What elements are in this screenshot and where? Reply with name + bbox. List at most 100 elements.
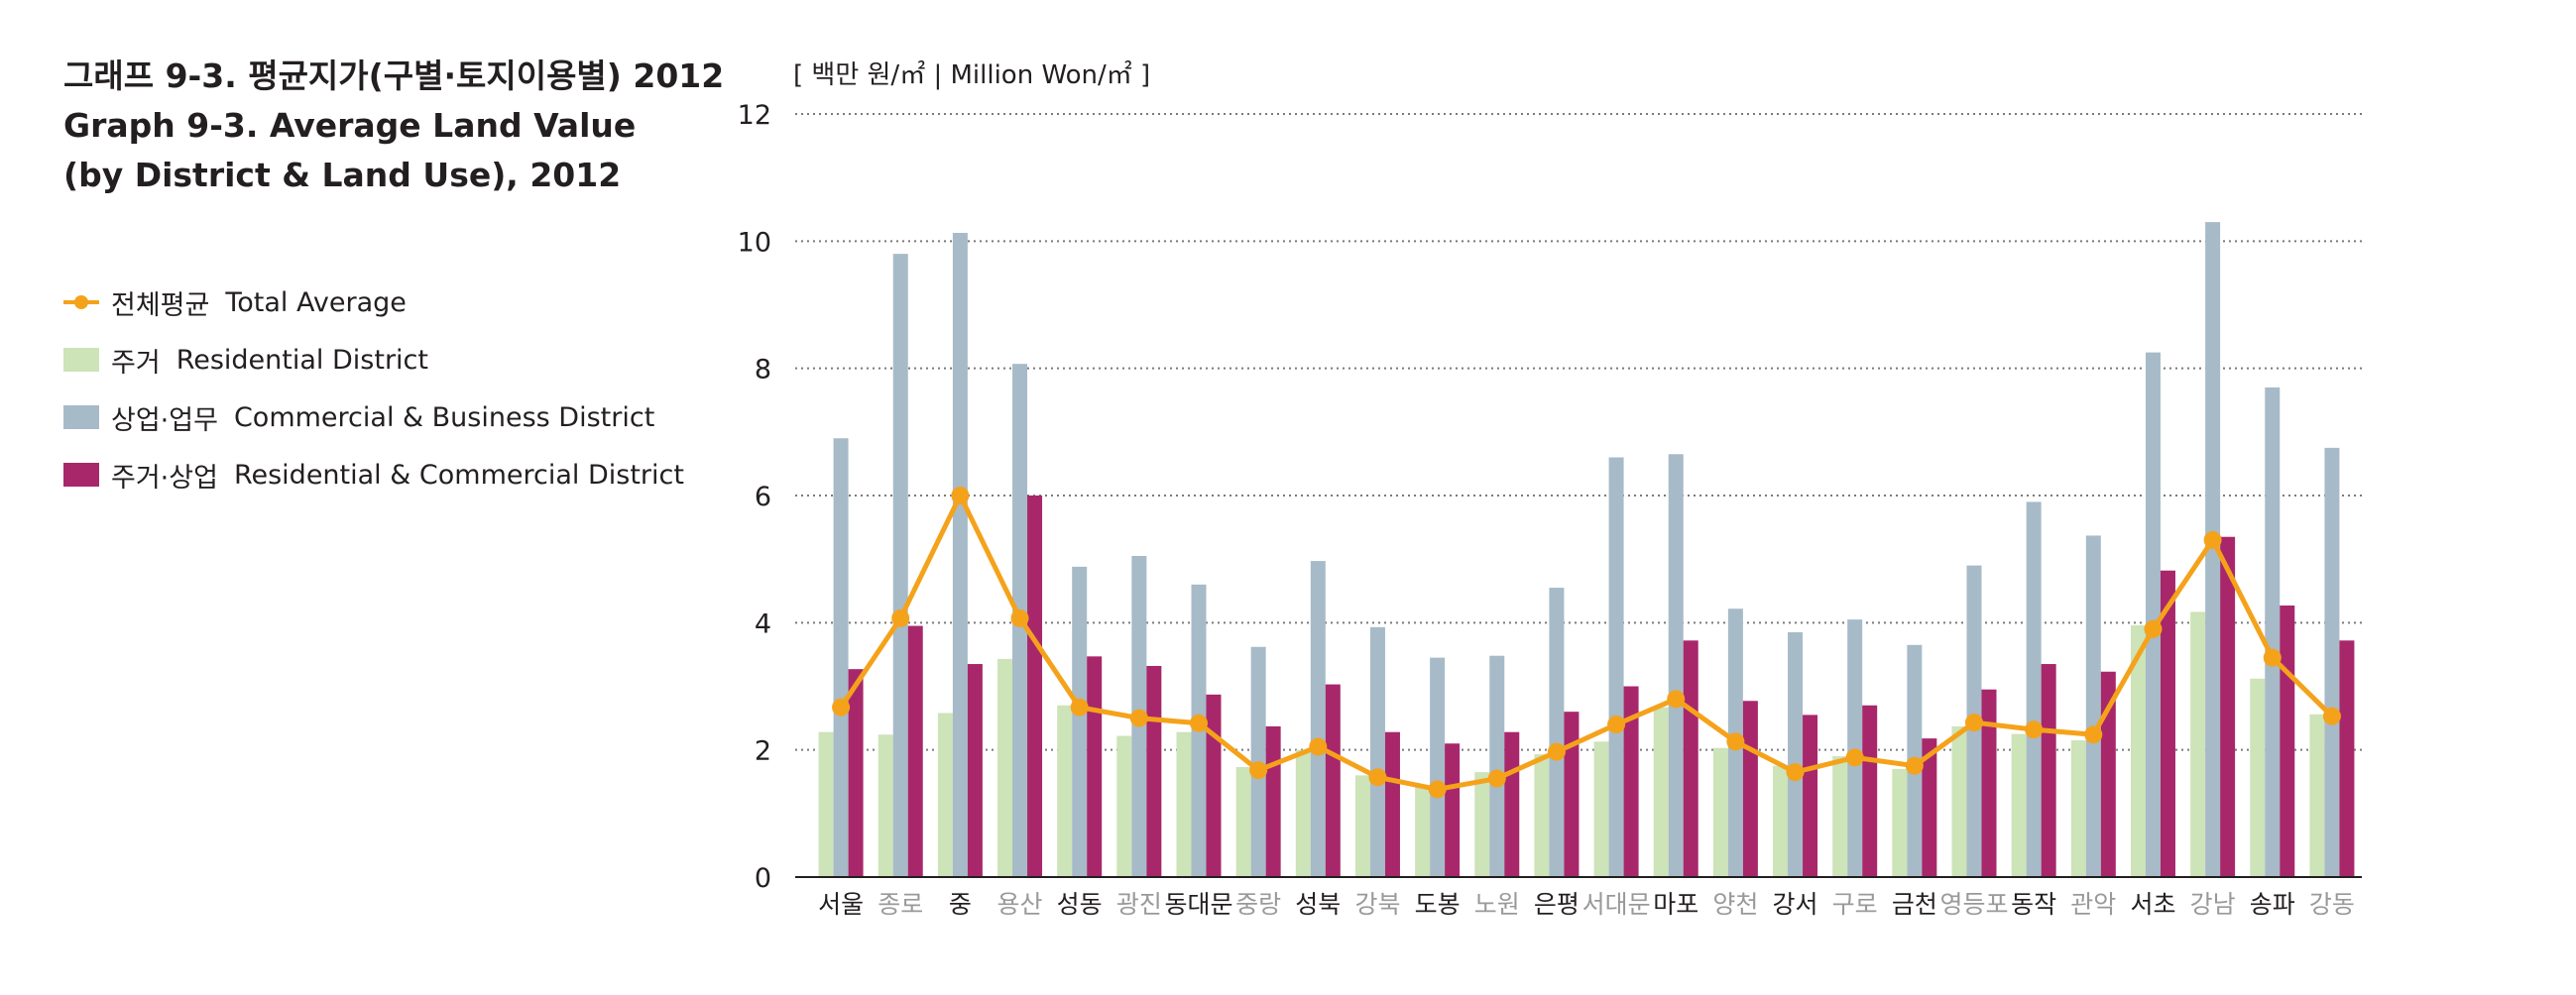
- bar-mixed: [1623, 686, 1639, 877]
- bar-residential: [1415, 784, 1431, 877]
- bar-commercial: [952, 232, 968, 877]
- bar-commercial: [1489, 655, 1505, 877]
- legend-swatch-commercial: [63, 405, 99, 429]
- chart-title-english-line-2: (by District & Land Use), 2012: [63, 156, 622, 194]
- bar-residential: [997, 658, 1013, 877]
- legend-label-ko: 상업·업무: [111, 404, 218, 436]
- average-point: [951, 487, 970, 504]
- average-point: [1786, 763, 1805, 782]
- bar-residential: [1474, 772, 1490, 877]
- bar-residential: [1116, 735, 1132, 877]
- average-point: [1010, 608, 1029, 627]
- bar-mixed: [1265, 725, 1281, 877]
- bar-commercial: [2026, 501, 2042, 877]
- y-tick-label: 0: [755, 863, 771, 894]
- bar-mixed: [2339, 640, 2355, 877]
- average-point: [891, 608, 910, 627]
- bar-commercial: [1668, 454, 1684, 877]
- average-point: [1070, 698, 1089, 717]
- bar-mixed: [1803, 715, 1818, 877]
- average-point: [1309, 737, 1328, 756]
- bar-commercial: [2205, 222, 2221, 878]
- legend-label-en: Total Average: [225, 286, 407, 318]
- bar-residential: [1951, 725, 1967, 877]
- legend-swatch-residential: [63, 348, 99, 372]
- legend-item-mixed: 주거·상업 Residential & Commercial District: [63, 446, 684, 503]
- chart-title-block: 그래프 9-3. 평균지가(구별·토지이용별) 2012 Graph 9-3. …: [63, 52, 724, 200]
- x-category-label: 중랑: [1235, 890, 1281, 919]
- average-point: [1190, 714, 1208, 732]
- bar-mixed: [1922, 738, 1937, 877]
- bar-mixed: [1027, 496, 1043, 877]
- y-tick-label: 12: [738, 100, 771, 131]
- bar-residential: [818, 731, 834, 877]
- legend-line-marker-icon: [63, 290, 99, 314]
- bar-mixed: [848, 669, 864, 877]
- x-category-label: 강남: [2190, 890, 2236, 919]
- legend-label-ko: 주거·상업: [111, 462, 218, 494]
- bar-mixed: [2160, 570, 2175, 877]
- bar-commercial: [1847, 619, 1863, 877]
- bar-residential: [1892, 768, 1908, 877]
- x-category-label: 금천: [1892, 890, 1937, 919]
- x-category-label: 서울: [818, 890, 864, 919]
- x-category-label: 광진: [1116, 890, 1162, 919]
- bar-commercial: [833, 438, 849, 877]
- bar-residential: [1832, 756, 1848, 877]
- bar-mixed: [1564, 712, 1580, 877]
- x-category-label: 은평: [1534, 890, 1580, 919]
- bar-mixed: [1742, 701, 1758, 877]
- x-category-label: 영등포: [1939, 890, 2008, 919]
- bar-residential: [1773, 765, 1789, 877]
- bar-residential: [2130, 624, 2146, 877]
- bar-mixed: [1504, 731, 1520, 877]
- bar-commercial: [2085, 535, 2101, 877]
- x-category-label: 구로: [1832, 890, 1878, 919]
- average-point: [2144, 619, 2163, 638]
- average-point: [2263, 648, 2282, 667]
- y-axis-unit-label: [ 백만 원/㎡ | Million Won/㎡ ]: [793, 60, 1150, 90]
- bar-residential: [2190, 611, 2206, 877]
- x-category-label: 동대문: [1164, 890, 1232, 919]
- x-category-label: 중: [949, 890, 972, 919]
- chart-title-english-line-1: Graph 9-3. Average Land Value: [63, 106, 637, 145]
- y-tick-label: 10: [738, 227, 771, 258]
- bar-residential: [2250, 678, 2266, 877]
- legend-item-total-average: 전체평균 Total Average: [63, 274, 684, 331]
- bars: [818, 222, 2355, 878]
- bar-mixed: [2280, 606, 2295, 877]
- average-point: [1129, 709, 1148, 727]
- average-point: [832, 698, 851, 717]
- bar-commercial: [2145, 352, 2161, 877]
- x-category-label: 강서: [1773, 890, 1818, 919]
- legend-label-ko: 주거: [111, 347, 161, 379]
- legend-label-en: Residential & Commercial District: [233, 459, 684, 491]
- bar-mixed: [1981, 689, 1997, 877]
- x-category-label: 성동: [1057, 890, 1103, 919]
- x-category-label: 도봉: [1415, 890, 1461, 919]
- bar-mixed: [2220, 536, 2236, 877]
- average-point: [2025, 720, 2044, 739]
- bar-residential: [1176, 731, 1192, 877]
- bar-residential: [1712, 747, 1728, 877]
- y-tick-label: 2: [755, 736, 771, 767]
- x-category-label: 강북: [1354, 890, 1400, 919]
- bar-mixed: [1683, 640, 1698, 877]
- average-point: [2084, 725, 2103, 744]
- bar-residential: [1534, 754, 1550, 877]
- x-category-label: 종로: [878, 890, 923, 919]
- average-line: [838, 493, 2334, 792]
- legend-item-commercial: 상업·업무 Commercial & Business District: [63, 388, 684, 446]
- bar-mixed: [1862, 705, 1878, 877]
- x-category-label: 동작: [2011, 890, 2056, 919]
- y-tick-label: 4: [755, 608, 771, 639]
- average-point: [1726, 732, 1745, 751]
- bar-residential: [1354, 775, 1370, 877]
- bar-residential: [1593, 741, 1609, 877]
- bar-mixed: [967, 664, 983, 877]
- x-category-label: 서초: [2130, 890, 2175, 919]
- average-point: [1607, 716, 1626, 733]
- bar-mixed: [1146, 665, 1162, 877]
- average-point: [1428, 780, 1447, 799]
- average-point: [1965, 714, 1983, 732]
